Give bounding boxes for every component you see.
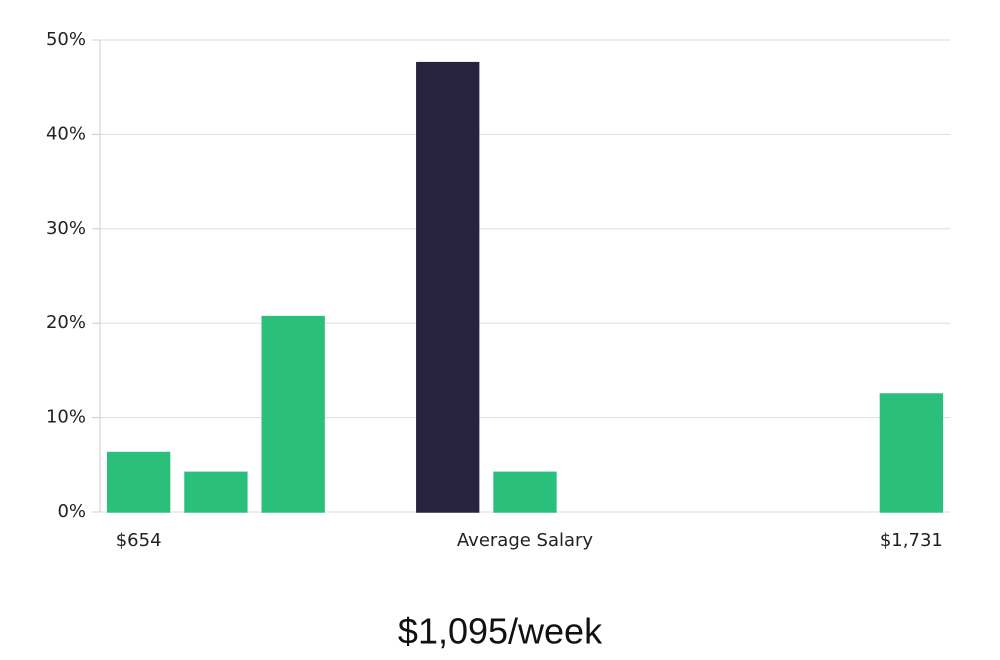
y-tick-label: 30%: [46, 218, 86, 239]
x-tick-label: $654: [116, 530, 162, 551]
bar: [184, 471, 248, 513]
bar: [879, 393, 944, 513]
y-tick-label: 10%: [46, 407, 86, 428]
x-tick-label: $1,731: [880, 530, 943, 551]
bar: [261, 315, 325, 513]
y-tick-label: 40%: [46, 123, 86, 144]
bar: [106, 451, 171, 513]
bar: [416, 61, 480, 513]
y-tick-label: 20%: [46, 312, 86, 333]
x-tick-label: Average Salary: [457, 530, 594, 551]
bar: [493, 471, 557, 513]
y-tick-label: 0%: [57, 501, 86, 522]
y-tick-label: 50%: [46, 29, 86, 50]
salary-annotation: $1,095/week: [398, 611, 603, 652]
